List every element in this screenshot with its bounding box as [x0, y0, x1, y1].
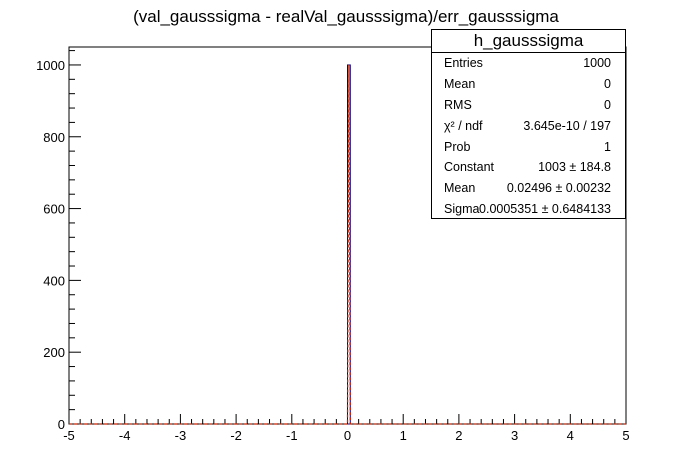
- stats-row-constant: Constant 1003 ± 184.8: [432, 157, 625, 178]
- fit-curve: [69, 64, 626, 425]
- stats-label: Mean: [444, 181, 476, 196]
- x-tick-label: -1: [286, 428, 298, 443]
- stats-row-prob: Prob 1: [432, 137, 625, 158]
- stats-value: 0: [604, 76, 611, 91]
- x-tick-label: -3: [175, 428, 187, 443]
- stats-label: χ² / ndf: [444, 118, 483, 133]
- stats-label: Sigma: [444, 202, 480, 217]
- stats-value: 1000: [583, 56, 611, 70]
- y-tick-label: 1000: [36, 58, 65, 73]
- x-tick-label: 2: [455, 428, 462, 443]
- stats-value: 0: [604, 97, 611, 112]
- data-marks: [69, 64, 626, 425]
- stats-value: 1: [604, 139, 611, 154]
- y-tick-label: 200: [43, 345, 65, 360]
- y-tick-label: 800: [43, 130, 65, 145]
- stats-row-fit-mean: Mean 0.02496 ± 0.00232: [432, 178, 625, 199]
- stats-row-rms: RMS 0: [432, 95, 625, 116]
- x-tick-label: 4: [567, 428, 574, 443]
- stats-label: RMS: [444, 97, 472, 112]
- stats-label: Constant: [444, 160, 495, 175]
- stats-box: h_gausssigma Entries 1000 Mean 0 RMS 0 χ…: [431, 29, 626, 219]
- stats-label: Entries: [444, 56, 483, 70]
- x-tick-label: 3: [511, 428, 518, 443]
- stats-value: 0.02496 ± 0.00232: [506, 181, 611, 196]
- stats-label: Mean: [444, 76, 476, 91]
- stats-value: 0.0005351 ± 0.6484133: [479, 202, 611, 217]
- axes: -5 -4 -3 -2 -1 0 1 2 3 4 5 0 200 400 600 800 1000: [36, 50, 630, 443]
- x-tick-label: 1: [400, 428, 407, 443]
- stats-row-mean: Mean 0: [432, 74, 625, 95]
- y-tick-label: 600: [43, 202, 65, 217]
- x-tick-label: 0: [344, 428, 351, 443]
- stats-value: 3.645e-10 / 197: [523, 118, 611, 133]
- stats-row-sigma: Sigma 0.0005351 ± 0.6484133: [432, 199, 625, 220]
- stats-label: Prob: [444, 139, 471, 154]
- stats-row-entries: Entries 1000: [432, 53, 625, 74]
- stats-title: h_gausssigma: [432, 30, 625, 53]
- x-tick-label: 5: [622, 428, 629, 443]
- y-tick-label: 400: [43, 273, 65, 288]
- x-tick-label: -2: [230, 428, 242, 443]
- x-tick-label: -5: [63, 428, 75, 443]
- chart-title: (val_gausssigma - realVal_gausssigma)/er…: [133, 7, 559, 26]
- stats-value: 1003 ± 184.8: [538, 160, 611, 175]
- x-tick-label: -4: [119, 428, 131, 443]
- y-tick-label: 0: [58, 417, 65, 432]
- stats-row-chi2: χ² / ndf 3.645e-10 / 197: [432, 116, 625, 137]
